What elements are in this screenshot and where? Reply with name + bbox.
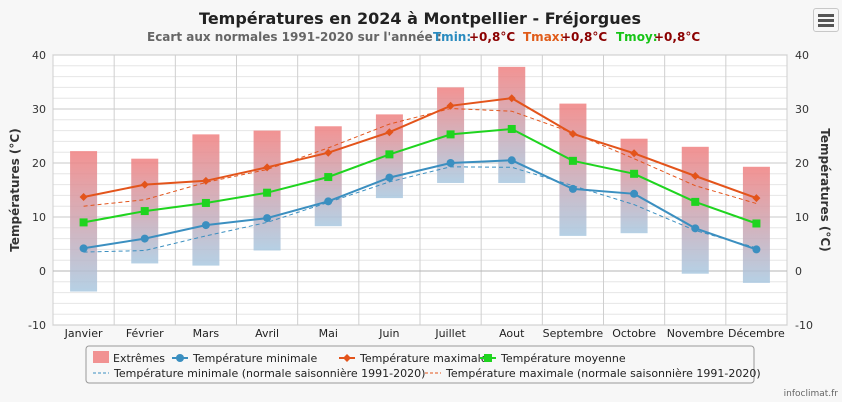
series-2-point-10: [691, 197, 700, 206]
x-tick-1: Février: [126, 327, 164, 340]
tmax-value: +0,8°C: [561, 30, 607, 44]
x-tick-10: Novembre: [667, 327, 724, 340]
y-tick-left: 0: [39, 265, 46, 278]
legend-swatch-extremes: [93, 351, 109, 363]
y-tick-right: 10: [795, 211, 809, 224]
tmin-value: +0,8°C: [469, 30, 515, 44]
series-1-point-6: [446, 101, 455, 110]
y-tick-left: 40: [32, 49, 46, 62]
y-tick-left: -10: [28, 319, 46, 332]
hamburger-menu-icon[interactable]: [813, 8, 839, 32]
x-tick-6: Juillet: [434, 327, 466, 340]
series-1-point-10: [691, 171, 700, 180]
series-1-point-1: [140, 180, 149, 189]
x-tick-5: Juin: [378, 327, 399, 340]
series-0-point-3: [263, 214, 272, 223]
y-tick-left: 10: [32, 211, 46, 224]
legend-marker-0: [176, 354, 184, 362]
series-0-point-7: [507, 156, 516, 165]
x-tick-8: Septembre: [543, 327, 604, 340]
series-0-point-1: [140, 234, 149, 243]
series-1-point-11: [752, 194, 761, 203]
series-0-point-8: [568, 184, 577, 193]
legend-label-2: Température moyenne: [500, 352, 626, 365]
legend-marker-2: [484, 354, 492, 362]
y-tick-right: 0: [795, 265, 802, 278]
series-0-point-0: [79, 244, 88, 253]
series-line-0: [83, 159, 757, 251]
x-tick-9: Octobre: [612, 327, 656, 340]
series-0-point-5: [385, 173, 394, 182]
series-2-point-8: [568, 156, 577, 165]
y-tick-right: 30: [795, 103, 809, 116]
series-line-3: [83, 166, 757, 253]
credit-text[interactable]: infoclimat.fr: [784, 389, 839, 399]
chart-subtitle: Ecart aux normales 1991-2020 sur l'année…: [147, 30, 442, 44]
y-axis-title-left: Températures (°C): [8, 128, 22, 251]
series-1-point-0: [79, 193, 88, 202]
legend-marker-1: [343, 354, 351, 362]
grid-lines: [52, 54, 788, 326]
series-2-point-6: [446, 130, 455, 139]
x-tick-4: Mai: [319, 327, 338, 340]
series-line-4: [83, 107, 757, 207]
y-tick-left: 20: [32, 157, 46, 170]
series-1-point-3: [263, 163, 272, 172]
series-2-point-0: [79, 218, 88, 227]
y-axis-title-right: Températures (°C): [818, 128, 832, 251]
axis-ticks: -10 -10 0 0 10 10 20 20 30 30 40 40 Janvier Février Ma…: [28, 49, 813, 340]
series-2-point-3: [263, 188, 272, 197]
series-1-point-7: [507, 94, 516, 103]
series-1-point-5: [385, 128, 394, 137]
series-1-point-8: [568, 129, 577, 138]
series-lines: [79, 94, 761, 254]
legend-label-4: Température maximale (normale saisonnièr…: [445, 367, 761, 380]
series-0-point-6: [446, 159, 455, 167]
series-0-point-10: [691, 224, 700, 233]
series-0-point-2: [201, 221, 210, 230]
series-2-point-4: [324, 173, 333, 182]
y-tick-left: 30: [32, 103, 46, 116]
series-1-point-9: [630, 149, 639, 158]
x-tick-3: Avril: [255, 327, 279, 340]
tmoy-value: +0,8°C: [654, 30, 700, 44]
y-tick-right: 20: [795, 157, 809, 170]
series-2-point-2: [201, 198, 210, 207]
legend-box: [85, 345, 755, 384]
series-line-1: [83, 97, 757, 200]
chart-title: Températures en 2024 à Montpellier - Fré…: [199, 9, 641, 28]
series-2-point-7: [507, 124, 516, 133]
x-tick-2: Mars: [193, 327, 220, 340]
extremes-bar-10: [681, 146, 709, 274]
legend-label-1: Température maximale: [359, 352, 488, 365]
series-1-point-4: [324, 148, 333, 157]
series-2-point-5: [385, 150, 394, 159]
x-tick-7: Aout: [499, 327, 525, 340]
legend-label-3: Température minimale (normale saisonnièr…: [113, 367, 425, 380]
series-0-point-9: [630, 189, 639, 198]
series-1-point-2: [201, 176, 210, 185]
series-2-point-1: [140, 207, 149, 216]
extremes-bar-8: [559, 103, 587, 236]
y-tick-right: -10: [795, 319, 813, 332]
series-0-point-4: [324, 197, 333, 206]
series-2-point-9: [630, 169, 639, 178]
series-2-point-11: [752, 219, 761, 228]
tmin-label: Tmin:: [433, 30, 471, 44]
series-line-2: [83, 127, 757, 225]
legend[interactable]: Extrêmes Température minimale Température …: [93, 351, 761, 380]
legend-label-0: Température minimale: [192, 352, 317, 365]
x-tick-0: Janvier: [64, 327, 103, 340]
x-tick-11: Décembre: [728, 327, 785, 340]
y-tick-right: 40: [795, 49, 809, 62]
tmax-label: Tmax:: [523, 30, 564, 44]
legend-label-extremes: Extrêmes: [113, 352, 165, 365]
series-0-point-11: [752, 245, 761, 254]
tmoy-label: Tmoy:: [616, 30, 658, 44]
